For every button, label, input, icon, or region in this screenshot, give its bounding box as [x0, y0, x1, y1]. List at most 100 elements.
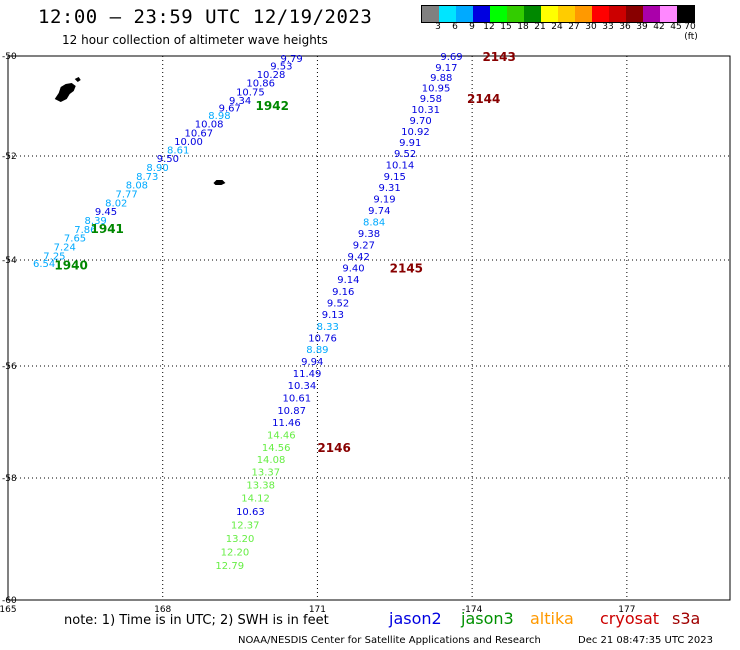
- wave-height-label: 13.38: [246, 480, 275, 491]
- wave-height-label: 8.98: [208, 111, 230, 122]
- wave-height-label: 12.20: [221, 547, 250, 558]
- wave-height-label: 12.79: [215, 561, 244, 572]
- wave-height-label: 9.40: [342, 263, 364, 274]
- wave-height-label: 10.00: [174, 137, 203, 148]
- wave-height-label: 9.16: [332, 287, 354, 298]
- color-swatch: [507, 6, 524, 22]
- wave-height-label: 9.69: [440, 52, 462, 63]
- wave-height-label: 10.34: [288, 381, 317, 392]
- wave-height-label: 9.53: [270, 62, 292, 73]
- wave-height-label: 10.63: [236, 507, 265, 518]
- wave-height-label: 9.27: [353, 240, 375, 251]
- color-scale-bar: [421, 5, 695, 23]
- wave-height-label: 8.84: [363, 218, 385, 229]
- wave-height-label: 14.12: [241, 494, 270, 505]
- wave-height-label: 10.61: [282, 393, 311, 404]
- wave-height-label: 9.42: [348, 252, 370, 263]
- wave-height-label: 10.14: [386, 160, 415, 171]
- wave-height-label: 10.31: [411, 105, 440, 116]
- wave-height-label: 12.37: [231, 521, 260, 532]
- legend-jason3: jason3: [461, 609, 514, 628]
- color-scale-label: 15: [500, 22, 512, 32]
- generated-timestamp: Dec 21 08:47:35 UTC 2023: [578, 635, 713, 646]
- pass-time-label: 1942: [256, 99, 289, 113]
- wave-height-label: 9.70: [409, 116, 431, 127]
- color-swatch: [524, 6, 541, 22]
- wave-height-label: 9.91: [399, 138, 421, 149]
- color-swatch: [626, 6, 643, 22]
- wave-height-label: 13.20: [226, 534, 255, 545]
- wave-height-label: 9.50: [157, 154, 179, 165]
- wave-height-label: 8.39: [85, 216, 107, 227]
- color-scale-label: 70 (ft): [684, 22, 698, 42]
- lon-label: 177: [618, 605, 635, 615]
- page-subtitle: 12 hour collection of altimeter wave hei…: [62, 33, 328, 47]
- lat-label: -56: [2, 362, 17, 372]
- wave-height-label: 9.31: [378, 183, 400, 194]
- lat-label: -58: [2, 474, 17, 484]
- wave-height-label: 9.38: [358, 229, 380, 240]
- color-swatch: [575, 6, 592, 22]
- lon-label: 165: [0, 605, 17, 615]
- wave-height-label: 10.87: [277, 406, 306, 417]
- lon-label: -174: [462, 605, 483, 615]
- wave-height-label: 13.37: [252, 467, 281, 478]
- lat-label: -52: [2, 152, 17, 162]
- color-scale-label: 42: [653, 22, 665, 32]
- wave-height-label: 9.13: [322, 310, 344, 321]
- color-scale-label: 36: [619, 22, 631, 32]
- campbell-island-shape: [213, 180, 226, 185]
- pass-time-label: 2146: [317, 441, 350, 455]
- color-swatch: [490, 6, 507, 22]
- lat-label: -54: [2, 256, 17, 266]
- wave-height-label: 8.02: [105, 198, 127, 209]
- wave-height-label: 10.28: [257, 70, 286, 81]
- color-scale-label: 27: [568, 22, 580, 32]
- credit-line: NOAA/NESDIS Center for Satellite Applica…: [238, 635, 541, 646]
- wave-height-label: 10.92: [401, 127, 430, 138]
- wave-height-label: 14.08: [257, 455, 286, 466]
- wave-height-label: 7.65: [64, 234, 86, 245]
- legend-cryosat: cryosat: [600, 609, 660, 628]
- color-scale-label: 9: [469, 22, 475, 32]
- legend-s3a: s3a: [672, 609, 701, 628]
- wave-height-label: 8.89: [306, 345, 328, 356]
- wave-height-label: 10.95: [422, 84, 451, 95]
- wave-height-label: 8.33: [317, 322, 339, 333]
- pass-time-label: 1941: [91, 222, 124, 236]
- color-scale-label: 18: [517, 22, 529, 32]
- color-scale-label: 30: [585, 22, 597, 32]
- wave-height-label: 10.08: [195, 120, 224, 131]
- color-scale-label: 21: [534, 22, 546, 32]
- pass-time-label: 2143: [482, 50, 515, 64]
- wave-height-label: 7.24: [54, 243, 76, 254]
- wave-height-label: 6.54: [33, 259, 55, 270]
- wave-height-label: 14.46: [267, 430, 296, 441]
- wave-height-label: 11.49: [293, 369, 322, 380]
- auckland-islet-shape: [74, 77, 81, 82]
- wave-height-label: 9.17: [435, 63, 457, 74]
- map-frame: [7, 55, 731, 601]
- wave-height-label: 10.75: [236, 88, 265, 99]
- legend-jason2: jason2: [389, 609, 442, 628]
- wave-height-label: 9.45: [95, 207, 117, 218]
- pass-time-label: 2145: [390, 261, 423, 275]
- units-note: note: 1) Time is in UTC; 2) SWH is in fe…: [64, 613, 329, 628]
- wave-height-label: 9.58: [420, 94, 442, 105]
- wave-height-label: 9.19: [373, 195, 395, 206]
- color-swatch: [592, 6, 609, 22]
- color-swatch: [660, 6, 677, 22]
- wave-height-label: 11.46: [272, 418, 301, 429]
- color-scale-label: 39: [636, 22, 648, 32]
- wave-height-label: 8.90: [146, 163, 168, 174]
- wave-height-label: 9.34: [229, 96, 251, 107]
- color-swatch: [541, 6, 558, 22]
- wave-height-label: 14.56: [262, 443, 291, 454]
- wave-height-label: 9.52: [327, 298, 349, 309]
- page-title: 12:00 – 23:59 UTC 12/19/2023: [38, 6, 373, 28]
- color-swatch: [422, 6, 439, 22]
- lat-label: -50: [2, 52, 17, 62]
- wave-height-label: 7.77: [115, 189, 137, 200]
- wave-height-label: 8.73: [136, 172, 158, 183]
- color-scale-label: 33: [602, 22, 614, 32]
